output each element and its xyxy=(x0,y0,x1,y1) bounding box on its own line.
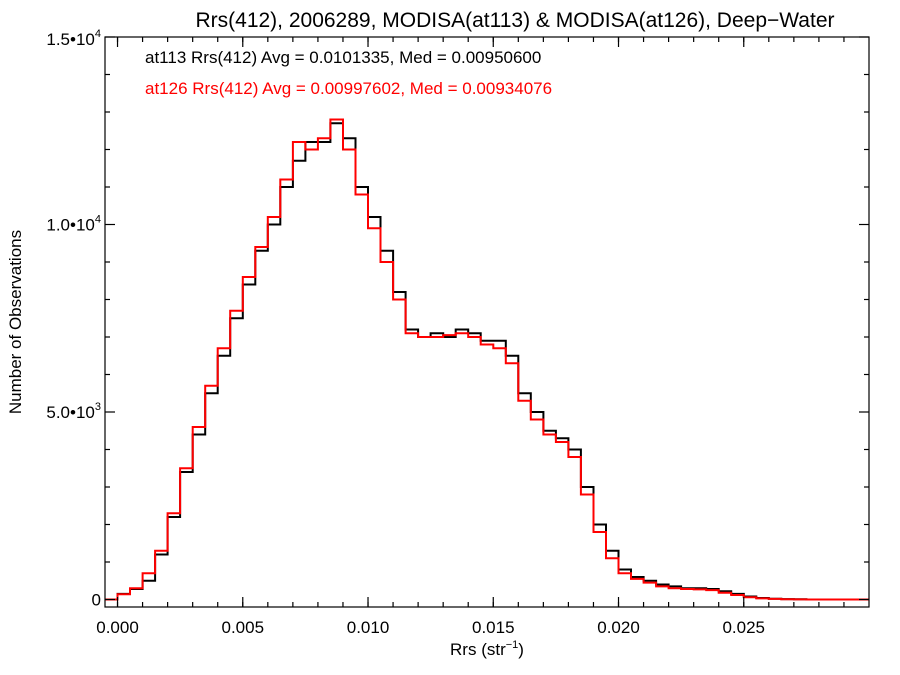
x-axis-label-main: Rrs (str xyxy=(450,640,506,659)
x-tick-label: 0.000 xyxy=(96,618,139,637)
x-tick-label: 0.005 xyxy=(221,618,264,637)
x-tick-label: 0.020 xyxy=(597,618,640,637)
x-axis-label-end: ) xyxy=(518,640,524,659)
series-layer xyxy=(105,118,869,601)
annotation-at126: at126 Rrs(412) Avg = 0.00997602, Med = 0… xyxy=(145,79,552,98)
x-tick-label: 0.015 xyxy=(472,618,515,637)
y-axis-label: Number of Observations xyxy=(6,230,25,414)
y-tick-label: 0 xyxy=(92,591,101,610)
series-line-at113 xyxy=(105,122,869,601)
x-axis-label-superscript: −1 xyxy=(506,639,519,651)
y-tick-label: 5.0•103 xyxy=(46,401,101,422)
series-line-at126 xyxy=(105,118,869,601)
x-tick-label: 0.010 xyxy=(347,618,390,637)
y-tick-label: 1.0•104 xyxy=(46,214,101,235)
x-tick-label: 0.025 xyxy=(722,618,765,637)
plot-frame xyxy=(104,36,870,608)
chart-title: Rrs(412), 2006289, MODISA(at113) & MODIS… xyxy=(195,9,834,32)
y-tick-label: 1.5•104 xyxy=(46,28,101,49)
tick-layer: 0.000 0.005 0.010 0.015 0.020 0.025 0 5.0•103 1.… xyxy=(46,28,869,637)
annotation-at113: at113 Rrs(412) Avg = 0.0101335, Med = 0.… xyxy=(145,48,541,67)
x-axis-label: Rrs (str−1) xyxy=(450,639,524,659)
